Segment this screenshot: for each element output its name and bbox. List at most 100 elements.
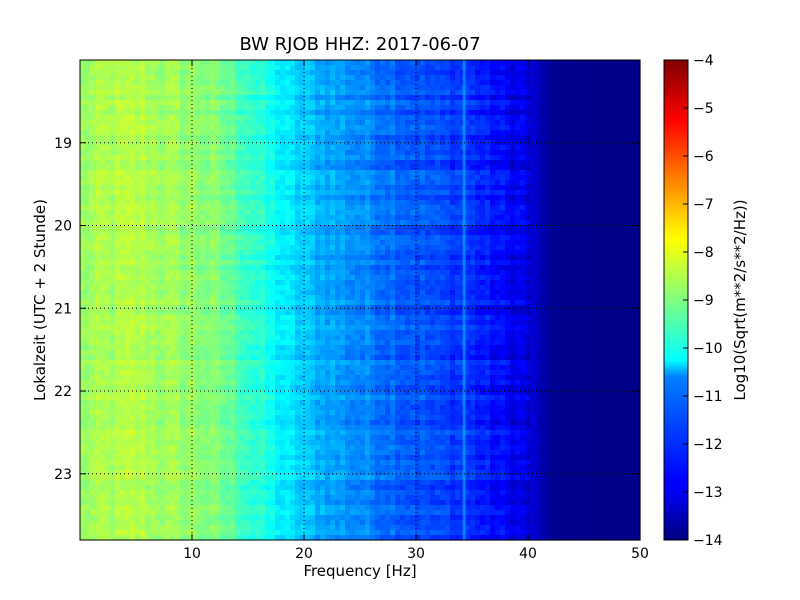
heatmap-cell (520, 60, 526, 66)
heatmap-cell (405, 130, 411, 136)
heatmap-cell (575, 240, 581, 246)
heatmap-cell (520, 240, 526, 246)
heatmap-cell (550, 250, 556, 256)
heatmap-cell (565, 100, 571, 106)
heatmap-cell (485, 230, 491, 236)
heatmap-cell (245, 245, 251, 251)
heatmap-cell (480, 205, 486, 211)
heatmap-cell (565, 230, 571, 236)
heatmap-cell (110, 205, 116, 211)
heatmap-cell (290, 165, 296, 171)
heatmap-cell (135, 115, 141, 121)
heatmap-cell (345, 160, 351, 166)
heatmap-cell (610, 125, 616, 131)
heatmap-cell (365, 110, 371, 116)
heatmap-cell (585, 105, 591, 111)
heatmap-cell (555, 130, 561, 136)
heatmap-cell (110, 210, 116, 216)
heatmap-cell (595, 135, 601, 141)
heatmap-cell (525, 95, 531, 101)
heatmap-cell (600, 165, 606, 171)
heatmap-cell (240, 120, 246, 126)
heatmap-cell (490, 115, 496, 121)
heatmap-cell (110, 130, 116, 136)
heatmap-cell (265, 210, 271, 216)
heatmap-cell (155, 80, 161, 86)
heatmap-cell (80, 145, 86, 151)
heatmap-cell (280, 130, 286, 136)
heatmap-cell (160, 170, 166, 176)
heatmap-cell (130, 130, 136, 136)
heatmap-cell (270, 60, 276, 66)
heatmap-cell (385, 200, 391, 206)
heatmap-cell (375, 105, 381, 111)
heatmap-cell (435, 90, 441, 96)
heatmap-cell (590, 145, 596, 151)
heatmap-cell (145, 145, 151, 151)
heatmap-cell (230, 205, 236, 211)
heatmap-cell (430, 65, 436, 71)
heatmap-cell (110, 245, 116, 251)
heatmap-cell (250, 215, 256, 221)
heatmap-cell (80, 150, 86, 156)
heatmap-cell (635, 80, 641, 86)
heatmap-cell (295, 125, 301, 131)
heatmap-cell (590, 135, 596, 141)
heatmap-cell (235, 105, 241, 111)
heatmap-cell (260, 60, 266, 66)
heatmap-cell (100, 190, 106, 196)
heatmap-cell (190, 240, 196, 246)
heatmap-cell (295, 170, 301, 176)
heatmap-cell (170, 95, 176, 101)
heatmap-cell (260, 95, 266, 101)
heatmap-cell (355, 80, 361, 86)
heatmap-cell (90, 105, 96, 111)
heatmap-cell (240, 135, 246, 141)
heatmap-cell (250, 280, 256, 286)
heatmap-cell (110, 225, 116, 231)
heatmap-cell (325, 185, 331, 191)
heatmap-cell (345, 255, 351, 261)
heatmap-cell (255, 205, 261, 211)
heatmap-cell (85, 195, 91, 201)
heatmap-cell (270, 175, 276, 181)
heatmap-cell (630, 270, 636, 276)
heatmap-cell (455, 200, 461, 206)
heatmap-cell (590, 155, 596, 161)
heatmap-cell (300, 230, 306, 236)
heatmap-cell (595, 125, 601, 131)
heatmap-cell (85, 240, 91, 246)
heatmap-cell (140, 235, 146, 241)
heatmap-cell (110, 150, 116, 156)
heatmap-cell (265, 270, 271, 276)
heatmap-cell (590, 65, 596, 71)
heatmap-cell (560, 140, 566, 146)
heatmap-cell (290, 205, 296, 211)
heatmap-cell (585, 215, 591, 221)
heatmap-cell (610, 230, 616, 236)
heatmap-cell (620, 150, 626, 156)
heatmap-cell (570, 75, 576, 81)
heatmap-cell (470, 145, 476, 151)
heatmap-cell (160, 135, 166, 141)
heatmap-cell (325, 150, 331, 156)
heatmap-cell (85, 260, 91, 266)
heatmap-cell (530, 195, 536, 201)
heatmap-cell (335, 145, 341, 151)
heatmap-cell (220, 150, 226, 156)
heatmap-cell (365, 130, 371, 136)
heatmap-cell (355, 215, 361, 221)
heatmap-cell (395, 235, 401, 241)
heatmap-cell (595, 275, 601, 281)
heatmap-cell (115, 255, 121, 261)
heatmap-cell (240, 70, 246, 76)
heatmap-cell (355, 95, 361, 101)
heatmap-cell (145, 65, 151, 71)
heatmap-cell (605, 190, 611, 196)
heatmap-cell (465, 75, 471, 81)
heatmap-cell (560, 80, 566, 86)
heatmap-cell (245, 150, 251, 156)
heatmap-cell (370, 280, 376, 286)
heatmap-cell (550, 135, 556, 141)
heatmap-cell (85, 145, 91, 151)
